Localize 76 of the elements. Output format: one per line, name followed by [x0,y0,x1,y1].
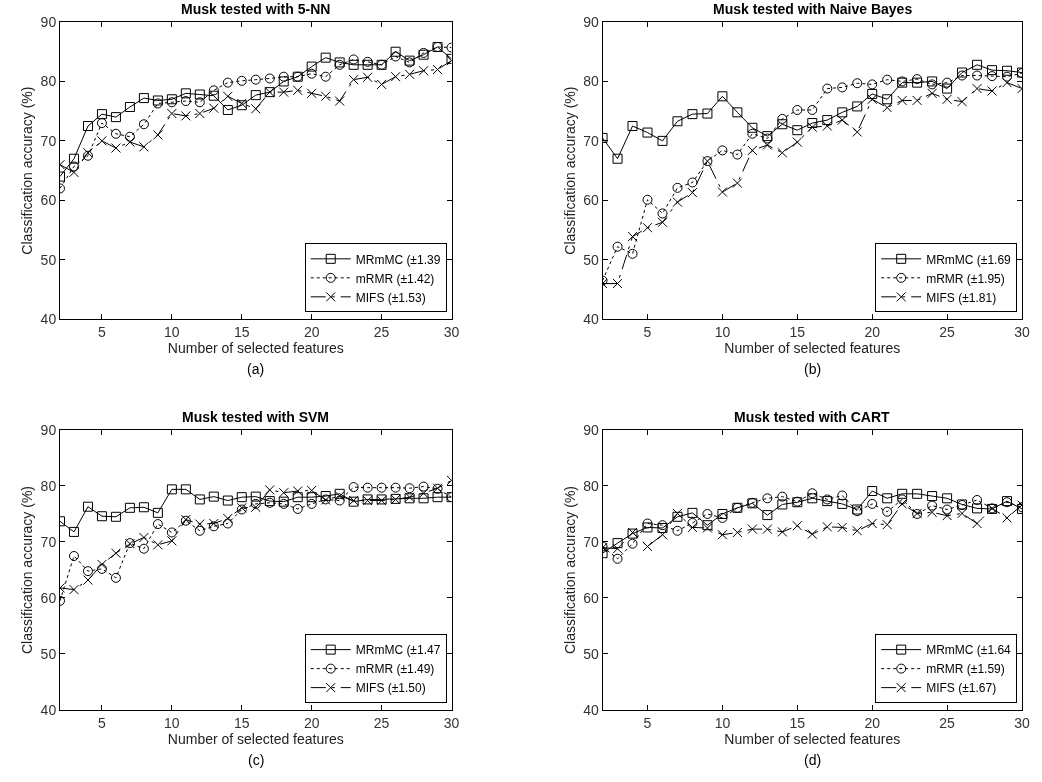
y-tick-label: 80 [40,73,57,90]
x-axis-title: Number of selected features [724,730,901,747]
legend-label: MRmMC (±1.39 [355,252,441,267]
legend-label: MIFS (±1.81) [926,290,997,305]
x-tick-label: 15 [789,324,806,341]
x-axis-title: Number of selected features [167,340,344,357]
x-tick-label: 5 [643,714,652,731]
y-axis-title: Classification accuracy (%) [561,485,578,655]
chart-title: Musk tested with CART [734,409,891,425]
y-tick-label: 50 [40,251,57,268]
legend-label: mRMR (±1.49) [355,662,435,677]
y-tick-label: 70 [40,132,57,149]
legend-label: mRMR (±1.95) [926,271,1005,286]
y-tick-label: 50 [583,645,599,662]
legend-label: mRMR (±1.59) [926,662,1005,677]
x-axis-title: Number of selected features [167,730,344,747]
x-tick-label: 15 [233,324,250,341]
text: (d) [804,752,822,768]
y-tick-label: 60 [583,192,599,209]
chart-title: Musk tested with SVM [182,409,330,425]
x-tick-label: 30 [443,714,460,731]
y-tick-label: 90 [40,13,57,30]
x-tick-label: 15 [789,714,806,731]
y-tick-label: 80 [583,477,599,494]
y-tick-label: 40 [40,311,57,328]
y-tick-label: 40 [583,701,599,718]
x-tick-label: 10 [164,324,180,341]
y-tick-label: 90 [583,13,599,30]
legend-label: MIFS (±1.53) [355,290,426,305]
x-tick-label: 20 [303,324,320,341]
legend-label: MIFS (±1.67) [926,681,997,696]
text: (c) [248,752,265,768]
x-tick-label: 25 [939,714,956,731]
x-tick-label: 15 [233,714,250,731]
y-tick-label: 90 [583,421,599,438]
y-tick-label: 90 [40,421,57,438]
x-tick-label: 20 [864,324,881,341]
y-tick-label: 50 [40,645,57,662]
x-tick-label: 5 [643,324,652,341]
x-tick-label: 25 [939,324,956,341]
x-tick-label: 30 [443,324,460,341]
text: (a) [247,361,265,377]
legend-label: MRmMC (±1.69 [926,252,1012,267]
y-tick-label: 50 [583,251,599,268]
y-tick-label: 80 [40,477,57,494]
x-tick-label: 20 [303,714,320,731]
legend-label: MIFS (±1.50) [355,681,426,696]
y-tick-label: 80 [583,73,599,90]
x-tick-label: 20 [864,714,881,731]
x-tick-label: 5 [98,714,107,731]
chart-title: Musk tested with 5-NN [181,1,331,17]
y-tick-label: 60 [583,589,599,606]
y-tick-label: 70 [583,533,599,550]
legend-label: MRmMC (±1.64 [926,643,1012,658]
x-tick-label: 10 [164,714,180,731]
x-tick-label: 10 [714,714,731,731]
legend-label: MRmMC (±1.47 [355,643,441,658]
x-tick-label: 30 [1014,714,1030,731]
y-tick-label: 60 [40,192,57,209]
chart-title: Musk tested with Naive Bayes [713,1,913,17]
x-tick-label: 10 [714,324,731,341]
text: (b) [804,361,822,377]
y-tick-label: 40 [40,701,57,718]
legend-label: mRMR (±1.42) [355,271,435,286]
y-tick-label: 40 [583,311,599,328]
x-tick-label: 25 [373,714,390,731]
y-axis-title: Classification accuracy (%) [19,485,36,655]
x-tick-label: 30 [1014,324,1030,341]
y-tick-label: 60 [40,589,57,606]
x-axis-title: Number of selected features [724,340,901,357]
y-axis-title: Classification accuracy (%) [19,86,36,255]
y-axis-title: Classification accuracy (%) [561,86,578,255]
x-tick-label: 25 [373,324,390,341]
x-tick-label: 5 [98,324,107,341]
y-tick-label: 70 [40,533,57,550]
y-tick-label: 70 [583,132,599,149]
